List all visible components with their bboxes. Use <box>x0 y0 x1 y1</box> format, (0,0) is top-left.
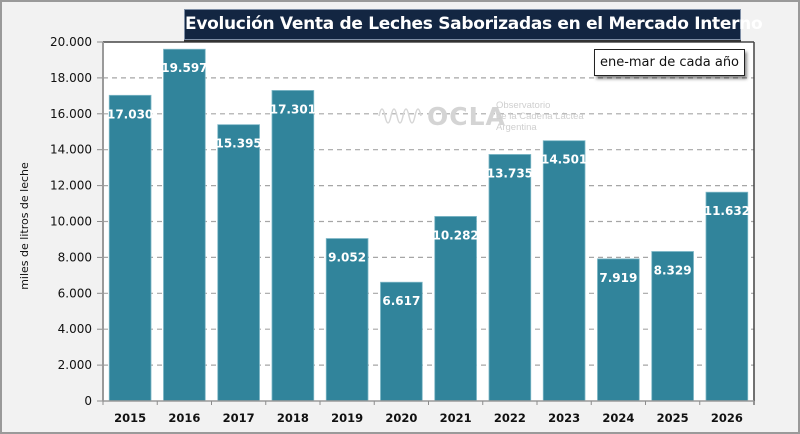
bar-2021 <box>434 216 477 402</box>
x-tick-label: 2021 <box>440 411 472 425</box>
period-note: ene-mar de cada año <box>594 49 745 76</box>
bar-2020 <box>380 281 423 402</box>
x-tick-label: 2019 <box>331 411 363 425</box>
y-tick-label: 12.000 <box>50 179 92 193</box>
x-tick-label: 2018 <box>277 411 309 425</box>
bar-value-label: 19.597 <box>161 61 207 75</box>
bar-value-label: 17.301 <box>270 102 316 116</box>
x-tick-label: 2015 <box>114 411 146 425</box>
y-axis-label: miles de litros de leche <box>18 162 31 290</box>
bar-value-label: 10.282 <box>432 228 478 242</box>
y-tick-label: 20.000 <box>50 35 92 49</box>
x-tick-label: 2016 <box>168 411 200 425</box>
axes <box>97 41 755 405</box>
bar-value-label: 8.329 <box>654 263 692 277</box>
bar-value-label: 6.617 <box>382 294 420 308</box>
bar-2015 <box>108 94 152 402</box>
x-tick-label: 2024 <box>602 411 634 425</box>
bar-value-label: 17.030 <box>107 107 153 121</box>
bar-value-label: 11.632 <box>704 204 750 218</box>
y-tick-labels: 0 2.000 4.000 6.000 8.000 10.000 12.000 14.000 1… <box>50 35 92 408</box>
x-tick-labels: 2015 2016 2017 2018 2019 2020 2021 2022 2023 2024… <box>114 411 743 425</box>
y-tick-label: 8.000 <box>58 250 92 264</box>
bar-2025 <box>651 251 694 402</box>
bar-2016 <box>163 48 206 402</box>
bar-2024 <box>597 258 640 402</box>
y-tick-label: 4.000 <box>58 322 92 336</box>
chart-title: Evolución Venta de Leches Saborizadas en… <box>184 9 763 40</box>
bar-value-label: 9.052 <box>328 251 366 265</box>
bar-2022 <box>488 154 532 402</box>
y-tick-label: 18.000 <box>50 71 92 85</box>
x-tick-label: 2026 <box>711 411 743 425</box>
y-tick-label: 2.000 <box>58 358 92 372</box>
x-tick-label: 2017 <box>223 411 255 425</box>
bar-2018 <box>271 90 315 402</box>
bar-value-label: 15.395 <box>215 137 261 151</box>
bar-2026 <box>705 191 749 402</box>
y-tick-label: 0 <box>84 394 92 408</box>
bars <box>108 48 749 402</box>
y-tick-label: 10.000 <box>50 215 92 229</box>
x-tick-label: 2022 <box>494 411 526 425</box>
y-tick-label: 14.000 <box>50 143 92 157</box>
bar-value-label: 13.735 <box>487 166 533 180</box>
x-tick-label: 2023 <box>548 411 580 425</box>
bar-value-label: 14.501 <box>541 153 587 167</box>
bar-value-label: 7.919 <box>599 271 637 285</box>
bar-value-labels: 17.030 19.597 15.395 17.301 9.052 6.617 10.282… <box>107 61 750 308</box>
x-tick-label: 2025 <box>657 411 689 425</box>
x-tick-label: 2020 <box>385 411 417 425</box>
gridlines <box>103 77 754 366</box>
y-tick-label: 6.000 <box>58 286 92 300</box>
y-tick-label: 16.000 <box>50 107 92 121</box>
bar-2017 <box>217 124 260 402</box>
bar-2023 <box>542 140 586 402</box>
